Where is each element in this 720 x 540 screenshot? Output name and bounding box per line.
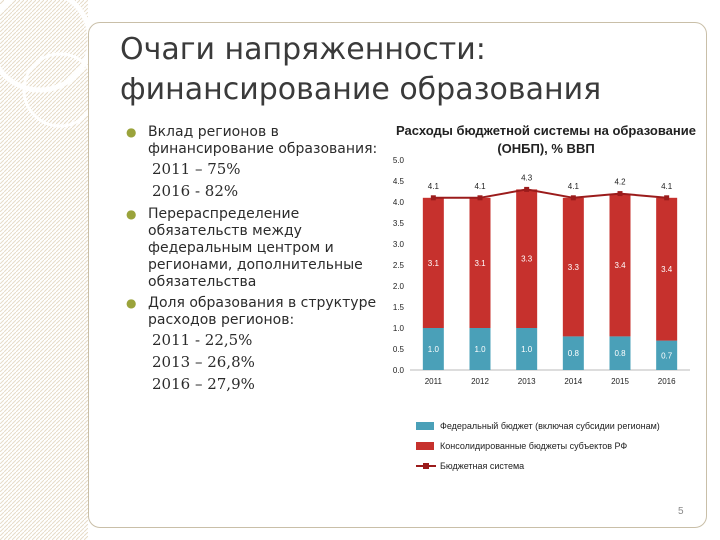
bullet-text: Перераспределение обязательств между фед… — [148, 206, 363, 290]
y-tick-label: 4.0 — [393, 198, 405, 207]
y-tick-label: 3.0 — [393, 240, 405, 249]
bullet-item: ● Доля образования в структуре расходов … — [126, 295, 386, 329]
data-label-federal: 0.7 — [661, 351, 673, 360]
data-label-federal: 1.0 — [521, 345, 533, 354]
bullet-list: ● Вклад регионов в финансирование образо… — [126, 124, 386, 395]
legend-item-total: Бюджетная система — [416, 456, 706, 476]
y-tick-label: 2.5 — [393, 261, 405, 270]
data-label-total: 4.1 — [474, 182, 486, 191]
data-label-total: 4.1 — [428, 182, 440, 191]
y-tick-label: 2.0 — [393, 282, 405, 291]
point-total — [430, 195, 436, 201]
legend-swatch — [416, 442, 434, 450]
bullet-item: ● Перераспределение обязательств между ф… — [126, 206, 386, 291]
page-number: 5 — [678, 506, 684, 517]
slide-title: Очаги напряженности: финансирование обра… — [120, 32, 602, 107]
point-total — [570, 195, 576, 201]
bullet-subline: 2016 – 27,9% — [152, 375, 255, 393]
y-tick-label: 3.5 — [393, 219, 405, 228]
bullet-subline: 2011 – 75% — [152, 160, 241, 178]
data-label-regional: 3.3 — [568, 263, 580, 272]
data-label-federal: 1.0 — [428, 345, 440, 354]
bar-federal — [422, 328, 444, 370]
bullet-item: ● Вклад регионов в финансирование образо… — [126, 124, 386, 158]
data-label-federal: 0.8 — [614, 349, 626, 358]
y-tick-label: 0.0 — [393, 366, 405, 375]
data-label-regional: 3.4 — [661, 265, 673, 274]
bullet-icon: ● — [126, 296, 137, 310]
bar-regional — [469, 197, 491, 328]
bar-federal — [469, 328, 491, 370]
bar-federal — [609, 336, 631, 370]
legend-item-federal: Федеральный бюджет (включая субсидии рег… — [416, 416, 706, 436]
data-label-federal: 1.0 — [474, 345, 486, 354]
legend-item-regional: Консолидированные бюджеты субъектов РФ — [416, 436, 706, 456]
legend-marker — [423, 463, 429, 469]
bullet-icon: ● — [126, 207, 137, 221]
bar-regional — [609, 193, 631, 337]
legend-label: Федеральный бюджет (включая субсидии рег… — [440, 421, 660, 431]
bar-federal — [656, 340, 678, 370]
y-tick-label: 5.0 — [393, 156, 405, 165]
bar-federal — [562, 336, 584, 370]
point-total — [617, 191, 623, 197]
x-tick-label: 2016 — [658, 377, 676, 386]
bullet-subline: 2013 – 26,8% — [152, 353, 255, 371]
legend-label: Консолидированные бюджеты субъектов РФ — [440, 441, 628, 451]
y-tick-label: 1.0 — [393, 324, 405, 333]
data-label-regional: 3.3 — [521, 255, 533, 264]
bar-regional — [562, 197, 584, 337]
point-total — [524, 186, 530, 192]
y-tick-label: 0.5 — [393, 345, 405, 354]
line-total — [433, 188, 667, 199]
bullet-subline: 2011 - 22,5% — [152, 331, 253, 349]
bullet-subline: 2016 - 82% — [152, 182, 239, 200]
chart-title: Расходы бюджетной системы на образование… — [396, 123, 696, 156]
data-label-regional: 3.1 — [474, 259, 486, 268]
bullet-text: Вклад регионов в финансирование образова… — [148, 124, 378, 157]
data-label-regional: 3.4 — [614, 261, 626, 270]
bar-regional — [516, 189, 538, 328]
data-label-total: 4.1 — [661, 182, 673, 191]
content-frame — [88, 22, 707, 528]
x-tick-label: 2011 — [425, 377, 443, 386]
legend-swatch — [416, 422, 434, 430]
bullet-icon: ● — [126, 125, 137, 139]
data-label-total: 4.3 — [521, 173, 533, 182]
x-tick-label: 2013 — [518, 377, 536, 386]
data-label-federal: 0.8 — [568, 349, 580, 358]
y-tick-label: 1.5 — [393, 303, 405, 312]
y-tick-label: 4.5 — [393, 177, 405, 186]
data-label-regional: 3.1 — [428, 259, 440, 268]
point-total — [477, 195, 483, 201]
x-tick-label: 2015 — [611, 377, 629, 386]
x-tick-label: 2012 — [471, 377, 489, 386]
point-total — [664, 195, 670, 201]
x-tick-label: 2014 — [564, 377, 582, 386]
data-label-total: 4.1 — [568, 182, 580, 191]
chart-legend: Федеральный бюджет (включая субсидии рег… — [416, 416, 706, 476]
bullet-text: Доля образования в структуре расходов ре… — [148, 295, 377, 328]
bar-regional — [422, 197, 444, 328]
bar-federal — [516, 328, 538, 370]
bar-regional — [656, 197, 678, 341]
data-label-total: 4.2 — [614, 178, 626, 187]
legend-label: Бюджетная система — [440, 461, 525, 471]
